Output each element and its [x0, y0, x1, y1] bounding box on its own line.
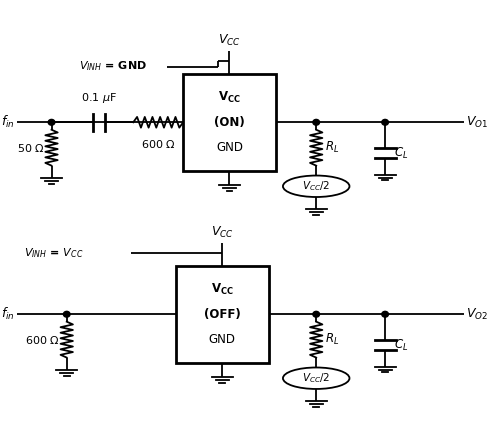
Text: $V_{CC}/2$: $V_{CC}/2$ — [302, 372, 330, 385]
Text: $R_L$: $R_L$ — [325, 332, 339, 347]
Ellipse shape — [283, 175, 349, 197]
Text: $C_L$: $C_L$ — [394, 338, 408, 353]
Text: $V_{CC}$: $V_{CC}$ — [218, 33, 241, 48]
Text: 0.1 $\mu$F: 0.1 $\mu$F — [81, 91, 117, 105]
Text: $f_{in}$: $f_{in}$ — [0, 306, 14, 322]
Text: $V_{O1}$: $V_{O1}$ — [466, 115, 488, 130]
Text: $f_{in}$: $f_{in}$ — [0, 114, 14, 130]
Circle shape — [382, 311, 389, 317]
Bar — [176, 266, 269, 363]
Circle shape — [48, 120, 55, 125]
Text: $C_L$: $C_L$ — [394, 146, 408, 161]
Text: $V_{INH}$ = $V_{CC}$: $V_{INH}$ = $V_{CC}$ — [24, 246, 83, 260]
Text: (ON): (ON) — [214, 116, 245, 129]
Text: GND: GND — [209, 333, 236, 346]
Text: $V_{CC}$: $V_{CC}$ — [211, 225, 234, 240]
Text: 50 $\Omega$: 50 $\Omega$ — [17, 141, 45, 154]
Text: $V_{CC}/2$: $V_{CC}/2$ — [302, 179, 330, 193]
Ellipse shape — [283, 368, 349, 389]
Bar — [183, 74, 276, 171]
Circle shape — [63, 311, 70, 317]
Text: $R_L$: $R_L$ — [325, 140, 339, 155]
Circle shape — [313, 311, 320, 317]
Text: (OFF): (OFF) — [204, 308, 241, 321]
Text: 600 $\Omega$: 600 $\Omega$ — [25, 334, 59, 346]
Text: $\mathbf{V_{CC}}$: $\mathbf{V_{CC}}$ — [211, 282, 234, 297]
Text: $V_{INH}$ = GND: $V_{INH}$ = GND — [79, 60, 147, 74]
Text: 600 $\Omega$: 600 $\Omega$ — [141, 138, 176, 150]
Circle shape — [313, 120, 320, 125]
Circle shape — [382, 120, 389, 125]
Text: GND: GND — [216, 141, 243, 154]
Text: $\mathbf{V_{CC}}$: $\mathbf{V_{CC}}$ — [218, 89, 241, 104]
Text: $V_{O2}$: $V_{O2}$ — [466, 307, 488, 322]
